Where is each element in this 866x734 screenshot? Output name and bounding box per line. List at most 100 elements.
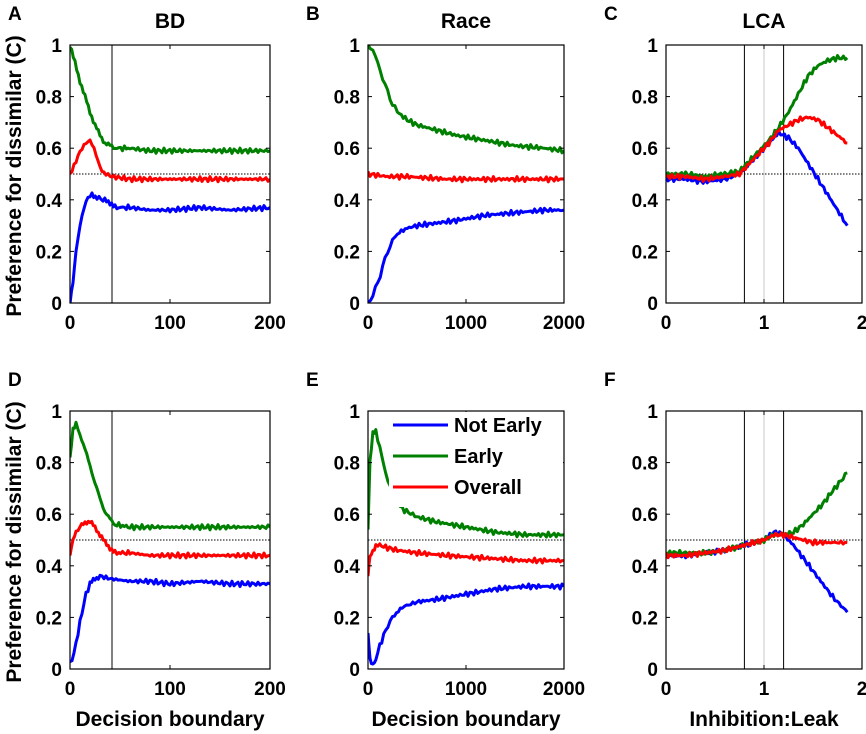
legend-label: Early xyxy=(454,446,504,468)
x-tick-label: 100 xyxy=(154,313,186,334)
x-tick-label: 0 xyxy=(661,313,672,334)
y-tick-label: 0.8 xyxy=(36,454,62,475)
series-line-overall xyxy=(70,519,270,560)
x-tick-label: 2000 xyxy=(543,679,585,700)
y-tick-label: 0.6 xyxy=(632,139,658,160)
y-tick-label: 0.2 xyxy=(36,608,62,629)
y-tick-label: 0.6 xyxy=(36,139,62,160)
y-tick-label: 0.4 xyxy=(632,557,659,578)
y-tick-label: 0.6 xyxy=(36,505,62,526)
panel-c: 0 0.2 0.4 0.6 0.8 1 0 1 2 C LCA xyxy=(604,4,866,334)
y-tick-label: 0 xyxy=(51,660,62,681)
y-tick-label: 0.8 xyxy=(334,88,360,109)
series-line-early xyxy=(70,420,270,532)
plot-data xyxy=(70,411,270,669)
x-axis-label: Decision boundary xyxy=(75,708,264,731)
x-tick-label: 100 xyxy=(154,679,186,700)
panel-letter: B xyxy=(306,4,320,25)
panel-letter: C xyxy=(604,4,618,25)
series-line-early xyxy=(666,54,849,180)
plot-data xyxy=(70,45,270,303)
plot-data xyxy=(368,45,564,303)
y-tick-label: 0 xyxy=(647,660,658,681)
x-tick-label: 0 xyxy=(65,313,76,334)
x-tick-label: 2 xyxy=(857,313,866,334)
y-tick-label: 0.6 xyxy=(334,139,360,160)
x-tick-label: 200 xyxy=(254,313,286,334)
x-tick-label: 1 xyxy=(759,679,770,700)
series-line-not-early xyxy=(368,582,564,666)
y-tick-label: 0.6 xyxy=(632,505,658,526)
x-tick-label: 1 xyxy=(759,313,770,334)
panel-f: 0 0.2 0.4 0.6 0.8 1 0 1 2 F Inhibition:Leak xyxy=(604,370,866,731)
y-tick-label: 0.2 xyxy=(334,242,360,263)
panel-a: 0 0.2 0.4 0.6 0.8 1 0 100 200 A BD Preference for d… xyxy=(3,4,286,334)
legend-label: Overall xyxy=(454,477,522,499)
series-line-not-early xyxy=(666,129,849,227)
series-line-not-early xyxy=(70,573,270,664)
y-tick-label: 1 xyxy=(349,402,360,423)
panel-title: LCA xyxy=(742,10,785,33)
panel-e: 0 0.2 0.4 0.6 0.8 1 0 1000 2000 E Decision boundar… xyxy=(306,370,585,731)
x-tick-label: 2 xyxy=(857,679,866,700)
y-tick-label: 1 xyxy=(647,402,658,423)
series-line-not-early xyxy=(70,191,270,303)
panel-title: Race xyxy=(441,10,491,33)
x-tick-label: 0 xyxy=(65,679,76,700)
y-tick-label: 0.4 xyxy=(334,557,361,578)
series-line-overall xyxy=(70,138,270,184)
legend-label: Not Early xyxy=(454,415,543,437)
x-tick-label: 0 xyxy=(661,679,672,700)
y-axis-label: Preference for dissimilar (C) xyxy=(3,35,26,316)
x-tick-label: 1000 xyxy=(445,313,487,334)
x-tick-label: 1000 xyxy=(445,679,487,700)
x-tick-label: 200 xyxy=(254,679,286,700)
y-tick-label: 0.2 xyxy=(632,242,658,263)
y-tick-label: 0.6 xyxy=(334,505,360,526)
y-tick-label: 0.8 xyxy=(632,454,658,475)
panel-d: 0 0.2 0.4 0.6 0.8 1 0 100 200 D Preference for dis… xyxy=(3,370,286,731)
x-tick-label: 2000 xyxy=(543,313,585,334)
y-tick-label: 0.8 xyxy=(334,454,360,475)
legend: Not Early Early Overall xyxy=(389,412,563,507)
y-tick-label: 0 xyxy=(349,660,360,681)
x-tick-label: 0 xyxy=(363,313,374,334)
y-tick-label: 0.8 xyxy=(632,88,658,109)
y-tick-label: 0.4 xyxy=(632,191,659,212)
y-tick-label: 1 xyxy=(349,36,360,57)
y-tick-label: 0.8 xyxy=(36,88,62,109)
panel-title: BD xyxy=(155,10,185,33)
y-tick-label: 0.2 xyxy=(36,242,62,263)
series-line-overall xyxy=(368,170,564,184)
y-tick-label: 0.4 xyxy=(36,557,63,578)
y-tick-label: 1 xyxy=(51,402,62,423)
series-line-early xyxy=(368,45,564,155)
series-line-overall xyxy=(666,531,848,560)
series-line-early xyxy=(70,46,270,155)
x-tick-label: 0 xyxy=(363,679,374,700)
panel-letter: F xyxy=(604,370,616,391)
y-axis-label: Preference for dissimilar (C) xyxy=(3,401,26,682)
panel-b: 0 0.2 0.4 0.6 0.8 1 0 1000 2000 B Race xyxy=(306,4,585,334)
series-line-overall xyxy=(368,542,564,577)
y-tick-label: 0.4 xyxy=(36,191,63,212)
y-tick-label: 0.2 xyxy=(632,608,658,629)
x-axis-label: Inhibition:Leak xyxy=(689,708,839,731)
y-tick-label: 0 xyxy=(647,294,658,315)
y-tick-label: 1 xyxy=(51,36,62,57)
series-line-overall xyxy=(666,115,848,183)
legend-box xyxy=(389,412,563,507)
series-line-not-early xyxy=(368,206,564,303)
y-tick-label: 0.2 xyxy=(334,608,360,629)
x-axis-label: Decision boundary xyxy=(371,708,560,731)
panel-letter: E xyxy=(306,370,319,391)
plot-data xyxy=(666,411,862,669)
y-tick-label: 0 xyxy=(349,294,360,315)
panel-letter: A xyxy=(8,4,22,25)
y-tick-label: 0 xyxy=(51,294,62,315)
y-tick-label: 1 xyxy=(647,36,658,57)
panel-letter: D xyxy=(8,370,22,391)
plot-data xyxy=(666,45,862,303)
y-tick-label: 0.4 xyxy=(334,191,361,212)
